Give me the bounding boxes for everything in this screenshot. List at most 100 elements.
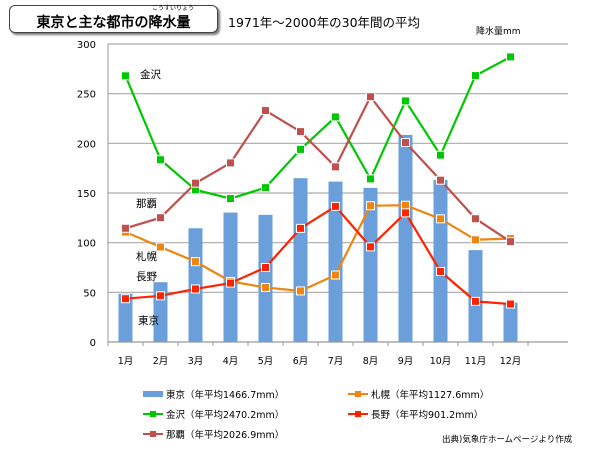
annotation-札幌: 札幌 <box>136 250 157 263</box>
marker-那覇 <box>261 106 270 116</box>
marker-金沢 <box>436 150 445 160</box>
marker-長野 <box>121 294 130 304</box>
marker-札幌 <box>436 214 445 224</box>
marker-札幌 <box>331 270 340 280</box>
marker-長野 <box>366 242 375 252</box>
bar-東京 <box>433 179 448 342</box>
y-tick-label: 300 <box>77 40 96 51</box>
bar-東京 <box>293 178 308 342</box>
y-tick-label: 200 <box>77 139 96 150</box>
legend-label-金沢: 金沢（年平均2470.2mm） <box>166 409 284 421</box>
x-tick-label: 5月 <box>258 356 274 367</box>
marker-長野 <box>471 296 480 306</box>
annotation-金沢: 金沢 <box>140 68 161 81</box>
marker-金沢 <box>261 183 270 193</box>
x-tick-label: 11月 <box>465 356 487 367</box>
marker-札幌 <box>191 257 200 267</box>
marker-金沢 <box>401 96 410 106</box>
source-note: 出典)気象庁ホームページより作成 <box>442 435 573 445</box>
marker-那覇 <box>471 214 480 224</box>
legend-marker-金沢 <box>150 411 156 417</box>
marker-那覇 <box>436 175 445 185</box>
marker-札幌 <box>296 286 305 296</box>
marker-那覇 <box>226 158 235 168</box>
x-tick-label: 12月 <box>500 356 522 367</box>
y-tick-label: 250 <box>77 90 96 101</box>
bar-東京 <box>398 134 413 342</box>
marker-金沢 <box>226 194 235 204</box>
annotation-長野: 長野 <box>136 271 157 283</box>
annotation-東京: 東京 <box>138 314 159 327</box>
chart-subtitle: 1971年〜2000年の30年間の平均 <box>228 15 421 30</box>
marker-金沢 <box>121 71 130 81</box>
y-tick-label: 150 <box>77 189 96 200</box>
y-tick-label: 0 <box>90 338 96 349</box>
legend-label-那覇: 那覇（年平均2026.9mm） <box>166 429 284 441</box>
y-tick-label: 100 <box>77 239 96 250</box>
marker-札幌 <box>261 282 270 292</box>
marker-那覇 <box>506 237 515 247</box>
annotation-那覇: 那覇 <box>136 198 157 210</box>
line-長野 <box>125 204 511 306</box>
legend-marker-那覇 <box>150 431 156 437</box>
marker-長野 <box>436 266 445 276</box>
marker-那覇 <box>191 178 200 188</box>
marker-長野 <box>401 208 410 218</box>
x-tick-label: 1月 <box>118 356 134 367</box>
bar-東京 <box>363 187 378 342</box>
x-tick-label: 9月 <box>398 356 414 367</box>
x-tick-label: 10月 <box>430 356 452 367</box>
marker-長野 <box>191 284 200 294</box>
marker-金沢 <box>331 112 340 122</box>
legend-label-東京: 東京（年平均1466.7mm） <box>166 389 284 401</box>
marker-那覇 <box>156 213 165 223</box>
marker-金沢 <box>156 155 165 165</box>
marker-那覇 <box>401 138 410 148</box>
x-tick-label: 6月 <box>293 356 309 367</box>
legend-label-札幌: 札幌（年平均1127.6mm） <box>371 389 489 401</box>
marker-那覇 <box>121 223 130 233</box>
marker-札幌 <box>366 201 375 211</box>
marker-金沢 <box>296 144 305 154</box>
line-那覇 <box>125 94 512 243</box>
marker-金沢 <box>506 52 515 62</box>
bar-東京 <box>153 282 168 342</box>
x-tick-label: 7月 <box>328 356 344 367</box>
bar-東京 <box>118 293 133 342</box>
title-ruby: こうすいりょう <box>152 5 195 12</box>
line-金沢 <box>124 55 512 200</box>
marker-金沢 <box>471 71 480 81</box>
bar-東京 <box>503 302 518 342</box>
chart-title: 東京と主な都市の降水量 <box>36 15 191 31</box>
marker-長野 <box>156 291 165 301</box>
legend-marker-札幌 <box>355 391 361 397</box>
y-tick-label: 50 <box>83 288 96 299</box>
bar-東京 <box>258 214 273 342</box>
marker-那覇 <box>366 92 375 102</box>
marker-長野 <box>226 278 235 288</box>
marker-金沢 <box>366 174 375 184</box>
x-tick-label: 4月 <box>223 356 239 367</box>
line-札幌 <box>125 204 511 293</box>
bar-東京 <box>328 181 343 342</box>
bar-東京 <box>468 250 483 342</box>
legend-label-長野: 長野（年平均901.2mm） <box>371 409 483 421</box>
marker-長野 <box>331 201 340 211</box>
x-tick-label: 2月 <box>153 356 169 367</box>
y-axis-label: 降水量mm <box>476 27 521 37</box>
legend-marker-長野 <box>355 411 361 417</box>
marker-長野 <box>296 223 305 233</box>
marker-札幌 <box>401 200 410 210</box>
marker-長野 <box>506 299 515 309</box>
marker-長野 <box>261 263 270 272</box>
marker-那覇 <box>331 162 340 172</box>
marker-那覇 <box>296 127 305 137</box>
x-tick-label: 8月 <box>363 356 379 367</box>
marker-札幌 <box>156 242 165 252</box>
marker-札幌 <box>471 235 480 245</box>
legend-swatch-東京 <box>143 391 163 397</box>
x-tick-label: 3月 <box>188 356 204 367</box>
title-box: こうすいりょう 東京と主な都市の降水量 <box>9 5 218 33</box>
